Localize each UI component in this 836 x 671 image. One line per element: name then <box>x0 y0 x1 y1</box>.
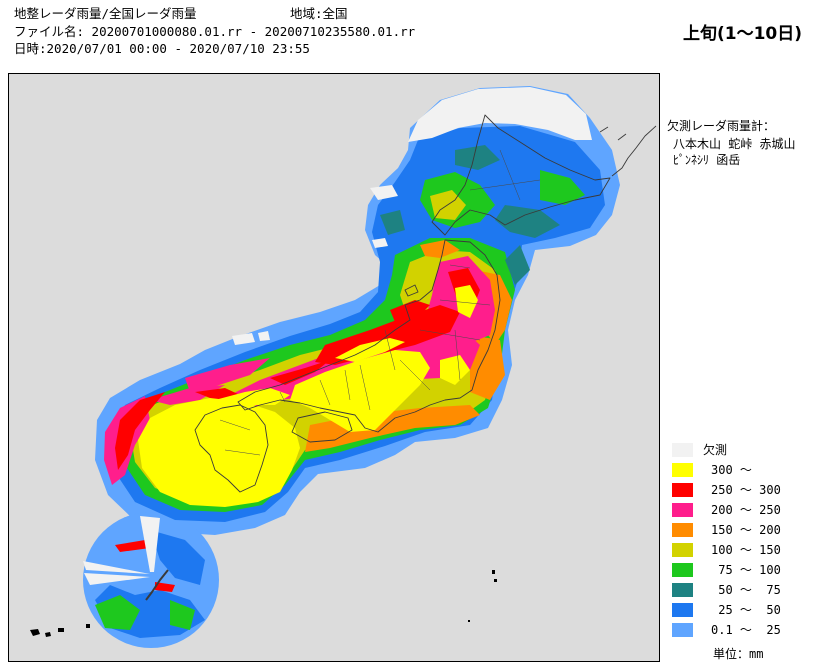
missing-wedge-okinawa-west-1 <box>83 561 150 574</box>
rain-area-teal-3 <box>505 245 530 285</box>
island-sakishima-3 <box>58 628 64 632</box>
radar-map <box>8 73 660 662</box>
product-name: 地整レーダ雨量/全国レーダ雨量 <box>14 6 197 21</box>
coastline-sado <box>404 284 419 297</box>
rain-area-green-hokkaido-east <box>540 170 585 205</box>
legend-label-200: 200 ～ 250 <box>711 503 781 517</box>
rain-area-yellow-kyushu <box>138 398 300 507</box>
rain-area-orange-tohoku-north <box>420 240 460 258</box>
legend-label-25: 25 ～ 50 <box>711 603 781 617</box>
legend-label-300: 300 ～ <box>711 463 752 477</box>
legend-label-150: 150 ～ 200 <box>711 523 781 537</box>
legend-swatch-01 <box>672 623 693 637</box>
island-sakishima-4 <box>86 624 90 628</box>
coastline-honshu <box>237 239 501 433</box>
rain-area-orange-pacific <box>305 405 480 452</box>
rain-area-green-okinawa-2 <box>170 600 195 630</box>
rain-area-yellow-kanto <box>440 355 470 385</box>
rain-area-red-chugoku <box>270 360 330 385</box>
period-title: 上旬(1～10日) <box>683 24 803 44</box>
rain-area-red-okinawa-2 <box>155 582 175 592</box>
rain-area-orange-kanto <box>470 335 505 400</box>
island-ogasawara-2 <box>494 579 497 582</box>
coastline-okinawa <box>145 569 169 601</box>
missing-area-2 <box>370 185 398 200</box>
coastline-shikoku <box>291 411 353 443</box>
legend-swatch-missing <box>672 443 693 457</box>
island-ogasawara-1 <box>492 570 495 574</box>
rain-area-yellow-chugoku <box>215 388 290 405</box>
legend-swatch-250 <box>672 483 693 497</box>
missing-area-hokkaido <box>408 87 592 142</box>
rain-area-red-okinawa-1 <box>115 540 150 552</box>
island-sakishima-1 <box>30 629 40 636</box>
rain-area-red-hokuriku <box>390 300 430 322</box>
legend-label-75: 75 ～ 100 <box>711 563 781 577</box>
date-range: 日時:2020/07/01 00:00 - 2020/07/10 23:55 <box>14 41 310 56</box>
island-sakishima-2 <box>45 632 51 637</box>
island-minamitori <box>468 620 470 622</box>
legend-label-250: 250 ～ 300 <box>711 483 781 497</box>
rain-area-red-west-ring <box>115 392 165 470</box>
coastline-kuril-islands <box>599 125 657 177</box>
missing-gauges-heading: 欠測レーダ雨量計： <box>667 119 776 133</box>
rain-area-teal-4 <box>380 210 405 235</box>
missing-area-5 <box>372 238 388 248</box>
legend-label-50: 50 ～ 75 <box>711 583 781 597</box>
rain-area-magenta-kyushu-north <box>150 385 225 405</box>
legend-swatch-50 <box>672 583 693 597</box>
missing-area-3 <box>232 333 255 345</box>
file-name: ファイル名: 20200701000080.01.rr - 2020071023… <box>14 24 416 39</box>
coastline-hokkaido <box>431 114 611 236</box>
radar-map-canvas <box>30 86 657 648</box>
legend-label-01: 0.1 ～ 25 <box>711 623 781 637</box>
legend-label-missing: 欠測 <box>703 443 728 457</box>
missing-area-4 <box>258 331 270 341</box>
rain-area-green-okinawa-1 <box>95 595 140 630</box>
legend-swatch-200 <box>672 503 693 517</box>
missing-gauges-line-1: 八本木山 蛇峠 赤城山 <box>673 137 796 151</box>
legend-swatch-100 <box>672 543 693 557</box>
rain-area-magenta-chugoku <box>185 358 270 392</box>
rain-area-teal-2 <box>455 145 500 170</box>
legend-swatch-150 <box>672 523 693 537</box>
rain-area-yellow-central <box>290 350 430 432</box>
region-label: 地域:全国 <box>290 6 348 21</box>
coastline-kyushu <box>194 404 269 493</box>
legend-label-100: 100 ～ 150 <box>711 543 781 557</box>
rain-area-teal-1 <box>495 205 560 238</box>
legend-swatch-75 <box>672 563 693 577</box>
rain-area-blue-okinawa-north <box>150 530 205 585</box>
rain-area-yellow-tohoku <box>455 285 478 318</box>
legend-swatch-300 <box>672 463 693 477</box>
missing-gauges-line-2: ﾋﾟﾝﾈｼﾘ 函岳 <box>673 153 741 167</box>
legend-unit: 単位：mm <box>713 647 764 661</box>
prefecture-borders <box>219 149 541 456</box>
missing-wedge-okinawa-north <box>140 516 160 572</box>
legend-swatch-25 <box>672 603 693 617</box>
missing-wedge-okinawa-west-2 <box>84 573 150 585</box>
